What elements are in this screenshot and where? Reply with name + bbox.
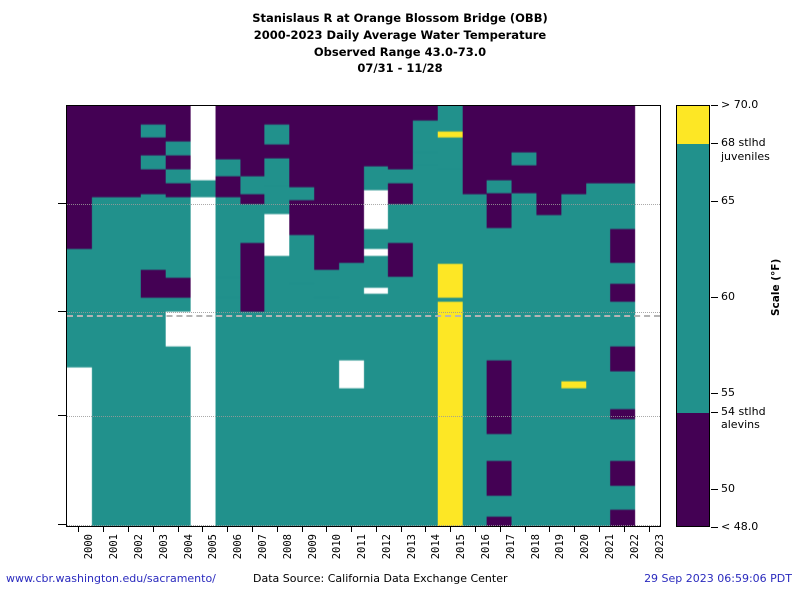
x-tick-mark — [574, 527, 576, 532]
colorbar-segment-below-54 — [677, 412, 709, 526]
title-line-4: 07/31 - 11/28 — [357, 61, 443, 76]
footer-url-link[interactable]: www.cbr.washington.edu/sacramento/ — [6, 572, 216, 585]
x-tick-mark — [549, 527, 551, 532]
colorbar-segment-above-68 — [677, 106, 709, 145]
x-tick-mark — [127, 527, 129, 532]
x-tick-label-2004: 2004 — [182, 534, 195, 560]
x-tick-label-2006: 2006 — [232, 534, 245, 560]
colorbar-label-line: alevins — [721, 418, 760, 432]
colorbar-label-line: 60 — [721, 289, 735, 303]
y-tick-mark — [58, 415, 66, 417]
colorbar-tick-mark — [711, 105, 718, 106]
x-tick-label-2011: 2011 — [356, 534, 369, 560]
title-line-3: Observed Range 43.0-73.0 — [313, 44, 487, 59]
chart-title-block: Stanislaus R at Orange Blossom Bridge (O… — [0, 10, 800, 77]
x-tick-label-2023: 2023 — [653, 534, 666, 560]
x-tick-label-2015: 2015 — [455, 534, 468, 560]
title-line-1: Stanislaus R at Orange Blossom Bridge (O… — [252, 11, 548, 25]
x-tick-label-2019: 2019 — [554, 534, 567, 560]
colorbar[interactable] — [676, 105, 710, 527]
colorbar-tick-mark — [711, 143, 718, 145]
heatmap-canvas — [67, 106, 660, 526]
colorbar-tick-label: 65 — [721, 194, 735, 208]
x-tick-label-2005: 2005 — [207, 534, 220, 560]
colorbar-label-line: 50 — [721, 481, 735, 495]
x-tick-mark — [623, 527, 625, 532]
footer-data-source: Data Source: California Data Exchange Ce… — [253, 572, 508, 585]
x-tick-mark — [450, 527, 452, 532]
x-tick-label-2000: 2000 — [83, 534, 96, 560]
colorbar-label-line: juveniles — [721, 149, 770, 163]
colorbar-tick-mark — [711, 411, 718, 413]
x-tick-mark — [351, 527, 353, 532]
x-tick-label-2020: 2020 — [579, 534, 592, 560]
x-tick-mark — [648, 527, 650, 532]
colorbar-tick-mark — [711, 527, 718, 528]
x-tick-mark — [326, 527, 328, 532]
colorbar-tick-mark — [711, 200, 718, 202]
colorbar-label-line: 65 — [721, 193, 735, 207]
colorbar-tick-mark — [711, 488, 718, 490]
x-tick-label-2001: 2001 — [108, 534, 121, 560]
colorbar-tick-label: 55 — [721, 386, 735, 400]
x-tick-mark — [599, 527, 601, 532]
y-tick-mark — [58, 202, 66, 204]
colorbar-label-line: > 70.0 — [721, 98, 759, 111]
colorbar-label-line: 54 stlhd — [721, 404, 766, 418]
x-tick-mark — [251, 527, 253, 532]
footer: www.cbr.washington.edu/sacramento/ Data … — [0, 572, 800, 592]
x-tick-mark — [475, 527, 477, 532]
x-tick-label-2010: 2010 — [331, 534, 344, 560]
title-line-2: 2000-2023 Daily Average Water Temperatur… — [253, 27, 547, 42]
x-tick-label-2014: 2014 — [430, 534, 443, 560]
colorbar-tick-label: > 70.0 — [721, 98, 758, 112]
x-tick-mark — [103, 527, 105, 532]
y-tick-mark — [58, 523, 66, 525]
colorbar-tick-label: < 48.0 — [721, 520, 758, 534]
heatmap-plot-area — [66, 105, 661, 527]
x-tick-label-2018: 2018 — [529, 534, 542, 560]
x-tick-mark — [524, 527, 526, 532]
x-tick-mark — [375, 527, 377, 532]
x-tick-label-2009: 2009 — [306, 534, 319, 560]
x-tick-label-2012: 2012 — [380, 534, 393, 560]
colorbar-tick-label: 68 stlhd juveniles — [721, 136, 770, 163]
colorbar-axis-label: Scale (°F) — [770, 258, 782, 316]
x-tick-label-2021: 2021 — [604, 534, 617, 560]
x-tick-mark — [499, 527, 501, 532]
x-tick-mark — [301, 527, 303, 532]
x-tick-mark — [78, 527, 80, 532]
colorbar-label-line: 55 — [721, 385, 735, 399]
colorbar-tick-mark — [711, 296, 718, 298]
footer-timestamp: 29 Sep 2023 06:59:06 PDT — [644, 572, 792, 585]
colorbar-tick-mark — [711, 392, 718, 394]
x-tick-mark — [425, 527, 427, 532]
colorbar-tick-label: 60 — [721, 290, 735, 304]
colorbar-tick-label: 54 stlhd alevins — [721, 405, 766, 432]
colorbar-tick-label: 50 — [721, 482, 735, 496]
x-tick-label-2013: 2013 — [405, 534, 418, 560]
x-tick-mark — [400, 527, 402, 532]
x-tick-label-2003: 2003 — [157, 534, 170, 560]
x-tick-mark — [276, 527, 278, 532]
x-tick-mark — [202, 527, 204, 532]
x-tick-label-2022: 2022 — [628, 534, 641, 560]
y-tick-mark — [58, 310, 66, 312]
x-tick-label-2008: 2008 — [281, 534, 294, 560]
x-tick-mark — [177, 527, 179, 532]
colorbar-segment-54-to-68 — [677, 144, 709, 413]
x-tick-mark — [152, 527, 154, 532]
x-tick-mark — [227, 527, 229, 532]
colorbar-label-line: < 48.0 — [721, 520, 759, 533]
x-tick-label-2002: 2002 — [132, 534, 145, 560]
x-tick-label-2017: 2017 — [504, 534, 517, 560]
x-tick-label-2016: 2016 — [480, 534, 493, 560]
colorbar-label-line: 68 stlhd — [721, 136, 766, 150]
x-tick-label-2007: 2007 — [256, 534, 269, 560]
